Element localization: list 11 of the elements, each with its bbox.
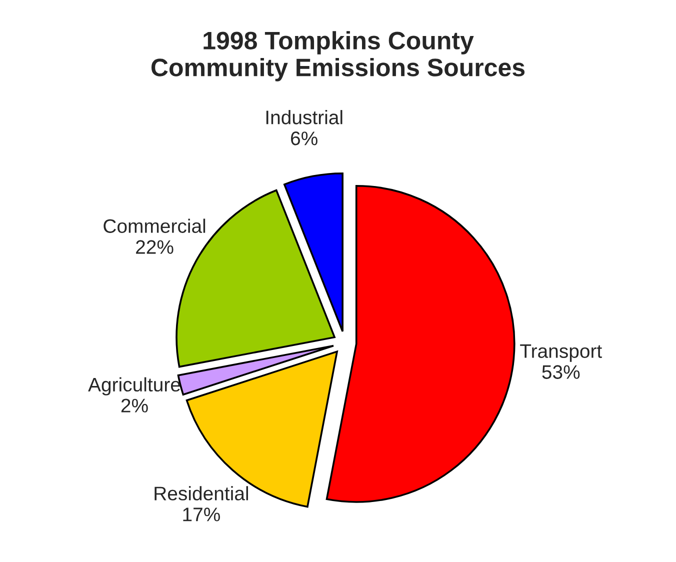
- data-label: 6%: [291, 132, 318, 146]
- slice-label: Transport: [520, 344, 602, 362]
- data-label: 17%: [183, 508, 220, 522]
- data-label: 2%: [121, 398, 148, 412]
- slice-label: Commercial: [104, 218, 206, 233]
- slice-label: Residential: [154, 486, 248, 500]
- slice-label: Agriculture: [88, 377, 180, 396]
- chart-title: 1998 Tompkins County Community Emissions Sources: [151, 31, 525, 82]
- slice-label: Industrial: [266, 110, 342, 124]
- data-label: 22%: [136, 240, 174, 254]
- data-label: 53%: [542, 365, 580, 379]
